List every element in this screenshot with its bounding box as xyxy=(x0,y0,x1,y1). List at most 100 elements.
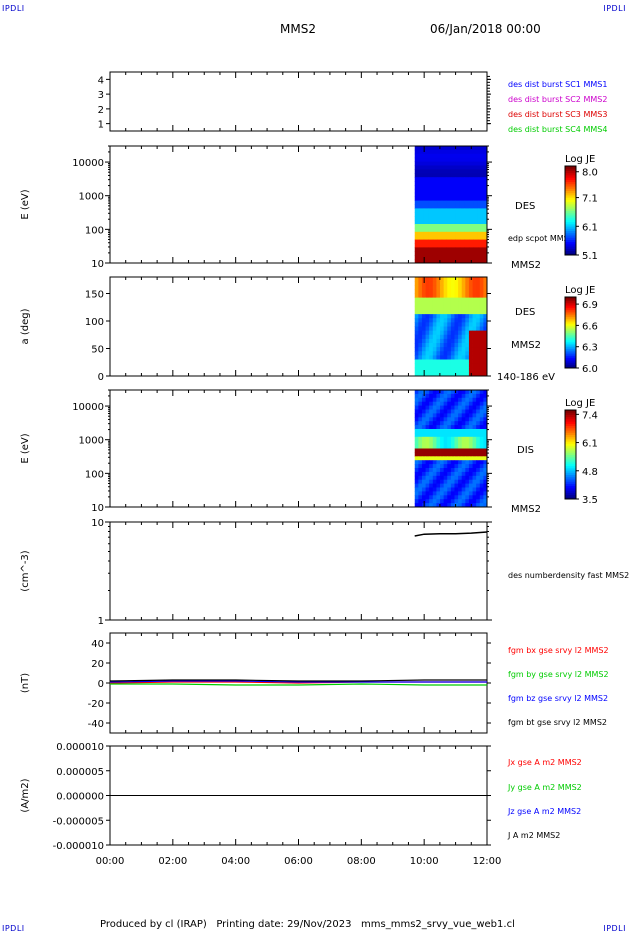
spectrogram-cell-2 xyxy=(418,326,423,332)
spectrogram-cell-2 xyxy=(421,301,426,307)
spectrogram-cell-2 xyxy=(418,305,423,311)
spectrogram-cell-1 xyxy=(473,255,479,260)
spectrogram-cell-3 xyxy=(443,397,448,403)
spectrogram-cell-3 xyxy=(450,409,455,414)
spectrogram-cell-2 xyxy=(450,338,455,344)
spectrogram-cell-1 xyxy=(455,243,461,248)
spectrogram-cell-1 xyxy=(450,227,456,233)
spectrogram-cell-1 xyxy=(414,200,420,205)
spectrogram-cell-3 xyxy=(421,491,426,496)
spectrogram-cell-1 xyxy=(428,181,434,186)
spectrogram-cell-3 xyxy=(436,401,441,406)
spectrogram-cell-2 xyxy=(479,338,484,344)
spectrogram-cell-2 xyxy=(414,314,419,319)
spectrogram-cell-1 xyxy=(464,177,470,182)
spectrogram-cell-2 xyxy=(443,301,448,307)
y-tick-label-6: -0.000010 xyxy=(53,841,104,852)
spectrogram-cell-2 xyxy=(454,334,459,340)
spectrogram-cell-3 xyxy=(429,468,434,473)
spectrogram-cell-2 xyxy=(450,347,455,352)
spectrogram-cell-2 xyxy=(461,301,466,307)
spectrogram-cell-1 xyxy=(468,200,474,205)
colorbar-swatch xyxy=(565,341,576,344)
spectrogram-cell-1 xyxy=(419,196,425,201)
spectrogram-cell-3 xyxy=(458,409,463,414)
spectrogram-cell-2 xyxy=(414,363,419,369)
spectrogram-cell-2 xyxy=(432,367,437,373)
spectrogram-cell-3 xyxy=(436,503,441,508)
spectrogram-cell-3 xyxy=(454,452,459,457)
colorbar-swatch xyxy=(565,343,576,346)
spectrogram-cell-2 xyxy=(458,338,463,344)
spectrogram-cell-1 xyxy=(450,149,456,155)
colorbar-swatch xyxy=(565,425,576,429)
colorbar-tick-label-3: 4.8 xyxy=(582,467,598,478)
spectrogram-cell-1 xyxy=(459,243,465,248)
spectrogram-cell-1 xyxy=(446,157,452,162)
spectrogram-cell-3 xyxy=(440,475,445,481)
spectrogram-cell-3 xyxy=(476,440,481,445)
spectrogram-cell-2 xyxy=(429,347,434,352)
spectrogram-cell-1 xyxy=(428,220,434,225)
spectrogram-cell-3 xyxy=(476,479,481,484)
spectrogram-cell-2 xyxy=(418,277,423,282)
spectrogram-cell-3 xyxy=(421,483,426,488)
spectrogram-cell-1 xyxy=(441,208,447,213)
y-tick-label-2: 50 xyxy=(91,345,104,356)
colorbar-tick-label-1: 6.1 xyxy=(582,222,598,233)
spectrogram-cell-3 xyxy=(432,397,437,403)
spectrogram-cell-1 xyxy=(477,220,483,225)
spectrogram-cell-1 xyxy=(414,212,420,217)
spectrogram-cell-2 xyxy=(450,371,455,377)
spectrogram-cell-3 xyxy=(418,440,423,445)
spectrogram-cell-1 xyxy=(446,259,452,264)
spectrogram-cell-2 xyxy=(468,305,473,311)
spectrogram-cell-3 xyxy=(440,405,445,410)
spectrogram-cell-3 xyxy=(440,503,445,508)
colorbar-swatch xyxy=(565,246,576,249)
spectrogram-cell-1 xyxy=(423,243,429,248)
spectrogram-cell-1 xyxy=(473,224,479,229)
colorbar-frame-1 xyxy=(564,165,577,256)
colorbar-swatch xyxy=(565,478,576,482)
spectrogram-cell-3 xyxy=(418,417,423,422)
spectrogram-cell-2 xyxy=(443,343,448,348)
spectrogram-cell-2 xyxy=(483,310,488,315)
spectrogram-cell-2 xyxy=(483,314,488,319)
spectrogram-cell-1 xyxy=(477,243,483,248)
spectrogram-cell-2 xyxy=(425,363,430,369)
spectrogram-cell-3 xyxy=(458,417,463,422)
spectrogram-cell-1 xyxy=(455,181,461,186)
spectrogram-cell-1 xyxy=(419,157,425,162)
spectrogram-cell-3 xyxy=(479,456,484,461)
spectrogram-cell-3 xyxy=(483,405,488,410)
spectrogram-cell-2 xyxy=(476,330,481,336)
spectrogram-cell-3 xyxy=(454,390,459,395)
time-tick-label: 10:00 xyxy=(410,856,439,867)
spectrogram-cell-2 xyxy=(465,297,470,303)
spectrogram-cell-3 xyxy=(454,471,459,477)
spectrogram-cell-2 xyxy=(421,293,426,299)
spectrogram-cell-3 xyxy=(418,390,423,395)
colorbar-swatch xyxy=(565,172,576,176)
spectrogram-cell-2 xyxy=(472,355,477,360)
axis-label-des-energy: E (eV) xyxy=(20,189,31,219)
spectrogram-cell-1 xyxy=(428,192,434,198)
spectrogram-cell-3 xyxy=(418,393,423,399)
spectrogram-cell-3 xyxy=(421,397,426,403)
colorbar-swatch xyxy=(565,432,576,435)
spectrogram-cell-1 xyxy=(477,212,483,217)
spectrogram-cell-1 xyxy=(441,231,447,237)
spectrogram-cell-3 xyxy=(429,487,434,492)
spectrogram-cell-3 xyxy=(425,456,430,461)
spectrogram-cell-1 xyxy=(477,165,483,170)
corner-mark-bottom-right: IPDLI xyxy=(603,924,626,933)
spectrogram-cell-1 xyxy=(414,227,420,233)
spectrogram-cell-2 xyxy=(421,363,426,369)
spectrogram-cell-2 xyxy=(447,347,452,352)
spectrogram-cell-2 xyxy=(425,367,430,373)
spectrogram-cell-1 xyxy=(432,177,438,182)
spectrogram-cell-3 xyxy=(418,401,423,406)
spectrogram-cell-1 xyxy=(455,177,461,182)
spectrogram-cell-1 xyxy=(423,157,429,162)
